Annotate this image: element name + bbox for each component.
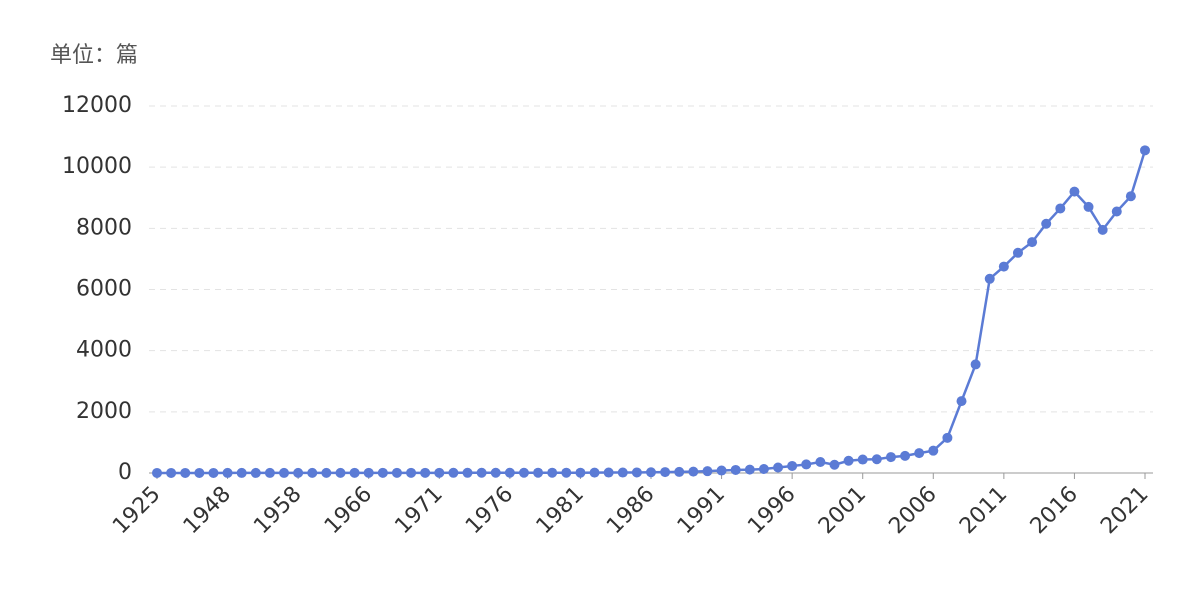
point — [166, 467, 177, 478]
point — [885, 452, 896, 463]
point — [589, 467, 600, 478]
y-tick-label: 4000 — [76, 338, 132, 363]
point — [900, 450, 911, 461]
point — [1097, 224, 1108, 235]
point — [617, 467, 628, 478]
point — [716, 465, 727, 476]
point — [222, 467, 233, 478]
point — [674, 466, 685, 477]
point — [942, 432, 953, 443]
point — [575, 467, 586, 478]
point — [363, 467, 374, 478]
point — [871, 454, 882, 465]
point — [857, 454, 868, 465]
point — [1055, 203, 1066, 214]
point — [279, 467, 290, 478]
point — [815, 456, 826, 467]
point — [744, 464, 755, 475]
y-tick-label: 6000 — [76, 277, 132, 302]
point — [307, 467, 318, 478]
y-tick-label: 10000 — [62, 154, 132, 179]
point — [236, 467, 247, 478]
point — [1027, 237, 1038, 248]
point — [377, 467, 388, 478]
point — [928, 445, 939, 456]
y-tick-label: 8000 — [76, 215, 132, 240]
point — [434, 467, 445, 478]
point — [504, 467, 515, 478]
point — [391, 467, 402, 478]
point — [1069, 186, 1080, 197]
point — [1083, 201, 1094, 212]
point — [547, 467, 558, 478]
unit-label: 单位：篇 — [50, 43, 138, 68]
point — [518, 467, 529, 478]
point — [646, 467, 656, 478]
point — [194, 467, 205, 478]
y-tick-label: 0 — [118, 460, 132, 485]
point — [773, 462, 784, 473]
point — [956, 396, 967, 407]
point — [448, 467, 459, 478]
y-tick-label: 2000 — [76, 399, 132, 424]
y-tick-label: 12000 — [62, 93, 132, 118]
point — [406, 467, 417, 478]
point — [533, 467, 544, 478]
point — [1140, 145, 1150, 156]
point — [787, 460, 798, 471]
point — [829, 459, 840, 470]
point — [462, 467, 473, 478]
point — [730, 464, 741, 475]
point — [152, 467, 162, 478]
point — [970, 359, 981, 370]
point — [264, 467, 275, 478]
point — [998, 261, 1009, 272]
point — [1125, 191, 1136, 202]
point — [420, 467, 431, 478]
point — [1041, 218, 1052, 229]
point — [208, 467, 219, 478]
point — [180, 467, 191, 478]
point — [250, 467, 261, 478]
point — [1111, 206, 1122, 217]
point — [688, 466, 699, 477]
point — [984, 273, 995, 284]
point — [914, 448, 925, 459]
point — [603, 467, 614, 478]
point — [702, 466, 713, 477]
point — [490, 467, 501, 478]
point — [321, 467, 332, 478]
point — [801, 459, 812, 470]
point — [631, 467, 642, 478]
point — [758, 464, 769, 475]
point — [843, 455, 854, 466]
point — [660, 467, 671, 478]
point — [335, 467, 346, 478]
point — [293, 467, 304, 478]
point — [561, 467, 572, 478]
point — [476, 467, 487, 478]
point — [349, 467, 360, 478]
point — [1012, 247, 1023, 258]
